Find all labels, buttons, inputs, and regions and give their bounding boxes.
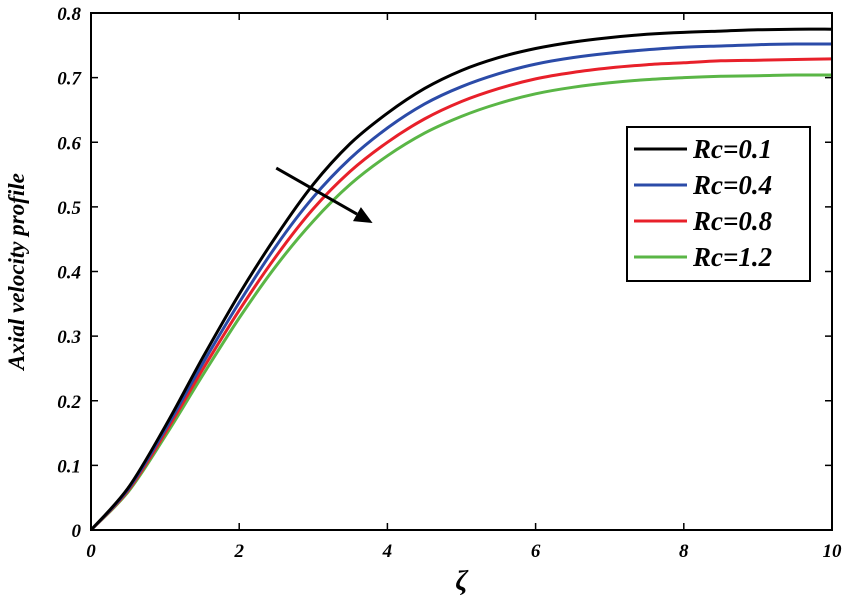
y-tick-label: 0.7 <box>57 69 82 90</box>
trend-arrow-head <box>352 207 373 224</box>
trend-arrow <box>275 166 373 224</box>
series-line <box>89 57 833 532</box>
y-tick-label: 0.6 <box>57 133 81 154</box>
y-tick-label: 0.5 <box>57 198 81 219</box>
x-tick-label: 10 <box>823 541 843 562</box>
y-tick-label: 0.2 <box>57 392 81 413</box>
y-tick-label: 0.4 <box>57 263 81 284</box>
legend: Rc=0.1 Rc=0.4 Rc=0.8 Rc=1.2 <box>626 126 811 282</box>
series-line <box>89 27 833 531</box>
y-axis-ticks: 0 0.1 0.2 0.3 0.4 0.5 0.6 0.7 0.8 <box>57 4 832 542</box>
series-lines <box>89 27 833 532</box>
x-tick-label: 8 <box>679 541 689 562</box>
legend-label: Rc=0.1 <box>692 134 772 164</box>
x-tick-label: 6 <box>531 541 541 562</box>
y-tick-label: 0 <box>72 521 82 542</box>
y-tick-label: 0.8 <box>57 4 81 25</box>
series-line <box>89 42 833 532</box>
x-tick-label: 2 <box>233 541 244 562</box>
legend-label: Rc=0.4 <box>692 170 772 200</box>
y-tick-label: 0.1 <box>57 456 81 477</box>
trend-arrow-shaft <box>275 166 358 216</box>
x-axis-title: ζ <box>455 566 469 597</box>
y-tick-label: 0.3 <box>57 327 81 348</box>
legend-label: Rc=1.2 <box>692 242 772 272</box>
legend-box <box>626 126 811 282</box>
x-axis-ticks: 0 2 4 6 8 10 <box>86 13 842 562</box>
x-tick-label: 4 <box>382 541 393 562</box>
x-tick-label: 0 <box>86 541 96 562</box>
series-line <box>89 73 833 532</box>
y-axis-title: Axial velocity profile <box>4 173 29 372</box>
legend-label: Rc=0.8 <box>692 206 773 236</box>
